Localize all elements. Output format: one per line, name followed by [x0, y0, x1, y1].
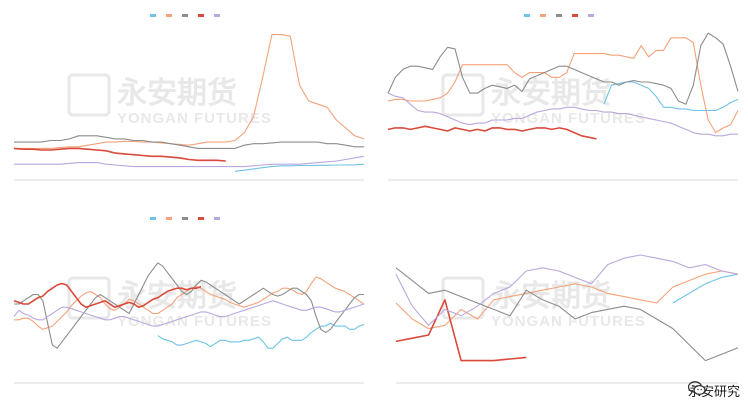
series-grey-line: [14, 135, 364, 149]
series-blue-line: [235, 163, 365, 172]
legend-swatch-red: [572, 14, 578, 17]
series-grey-line: [14, 262, 364, 349]
legend: [150, 14, 220, 17]
watermark-logo-icon: [67, 276, 111, 320]
watermark-en: YONGAN FUTURES: [491, 313, 646, 330]
legend-swatch-orange: [166, 14, 172, 17]
series-blue-line: [672, 273, 739, 304]
series-purple-line: [395, 254, 739, 326]
watermark-logo-icon: [67, 73, 111, 117]
legend-swatch-red: [198, 14, 204, 17]
series-red-line: [13, 147, 226, 162]
legend-swatch-blue: [150, 14, 156, 17]
series-blue-line: [157, 322, 365, 349]
chart-panel-top-right: 永安期货 YONGAN FUTURES: [374, 0, 748, 203]
chart-panel-top-left: 永安期货 YONGAN FUTURES: [0, 0, 374, 203]
legend: [150, 217, 220, 220]
series-orange-line: [14, 34, 365, 149]
watermark-logo-icon: [441, 276, 485, 320]
series-red-line: [395, 299, 527, 362]
legend-swatch-purple: [588, 14, 594, 17]
watermark-cn: 永安期货: [491, 76, 611, 111]
legend-swatch-grey: [556, 14, 562, 17]
legend-swatch-red: [198, 217, 204, 220]
legend-swatch-blue: [150, 217, 156, 220]
watermark-cn: 永安期货: [117, 76, 237, 111]
series-purple-line: [387, 92, 738, 137]
chart-panel-bottom-left: 永安期货 YONGAN FUTURES: [0, 203, 374, 406]
series-red-line: [13, 282, 202, 308]
watermark-en: YONGAN FUTURES: [491, 110, 646, 127]
series-orange-line: [387, 37, 739, 134]
series-orange-line: [395, 270, 739, 330]
series-grey-line: [387, 32, 739, 105]
brand-badge: 永安研究: [687, 381, 740, 400]
watermark-logo-icon: [441, 73, 485, 117]
series-purple-line: [14, 155, 365, 168]
series-grey-line: [395, 267, 739, 362]
legend-swatch-purple: [214, 14, 220, 17]
legend-swatch-grey: [182, 217, 188, 220]
wechat-icon: [687, 381, 706, 396]
legend-swatch-blue: [524, 14, 530, 17]
series-blue-line: [603, 81, 739, 112]
legend: [524, 14, 594, 17]
series-red-line: [387, 125, 597, 140]
series-purple-line: [13, 300, 365, 327]
legend-swatch-orange: [540, 14, 546, 17]
legend-swatch-purple: [214, 217, 220, 220]
legend-swatch-orange: [166, 217, 172, 220]
watermark-en: YONGAN FUTURES: [117, 110, 272, 127]
legend-swatch-grey: [182, 14, 188, 17]
chart-panel-bottom-right: 永安期货 YONGAN FUTURES: [374, 203, 748, 406]
